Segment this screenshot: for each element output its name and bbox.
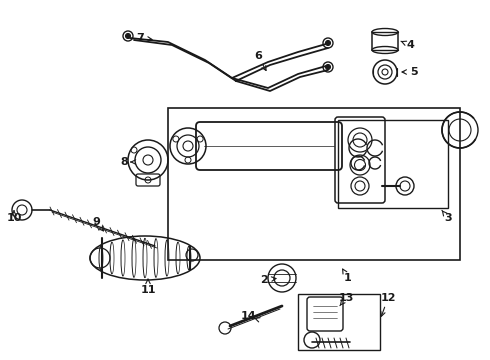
Text: 12: 12	[380, 293, 396, 303]
Text: 9: 9	[92, 217, 100, 227]
Text: 1: 1	[344, 273, 352, 283]
Text: 11: 11	[140, 285, 156, 295]
Text: 4: 4	[406, 40, 414, 50]
Bar	[168, 108, 460, 260]
Bar	[338, 120, 448, 208]
Text: 7: 7	[136, 33, 144, 43]
Ellipse shape	[372, 28, 398, 36]
Text: 2: 2	[260, 275, 268, 285]
Text: 8: 8	[120, 157, 128, 167]
Circle shape	[125, 33, 130, 39]
Text: 10: 10	[6, 213, 22, 223]
Bar	[372, 32, 398, 50]
Text: 6: 6	[254, 51, 262, 61]
Ellipse shape	[372, 46, 398, 54]
Text: 5: 5	[410, 67, 418, 77]
Circle shape	[325, 64, 330, 69]
Text: 3: 3	[444, 213, 452, 223]
Circle shape	[325, 40, 330, 45]
Bar	[298, 294, 380, 350]
Text: 14: 14	[240, 311, 256, 321]
Text: 13: 13	[338, 293, 354, 303]
